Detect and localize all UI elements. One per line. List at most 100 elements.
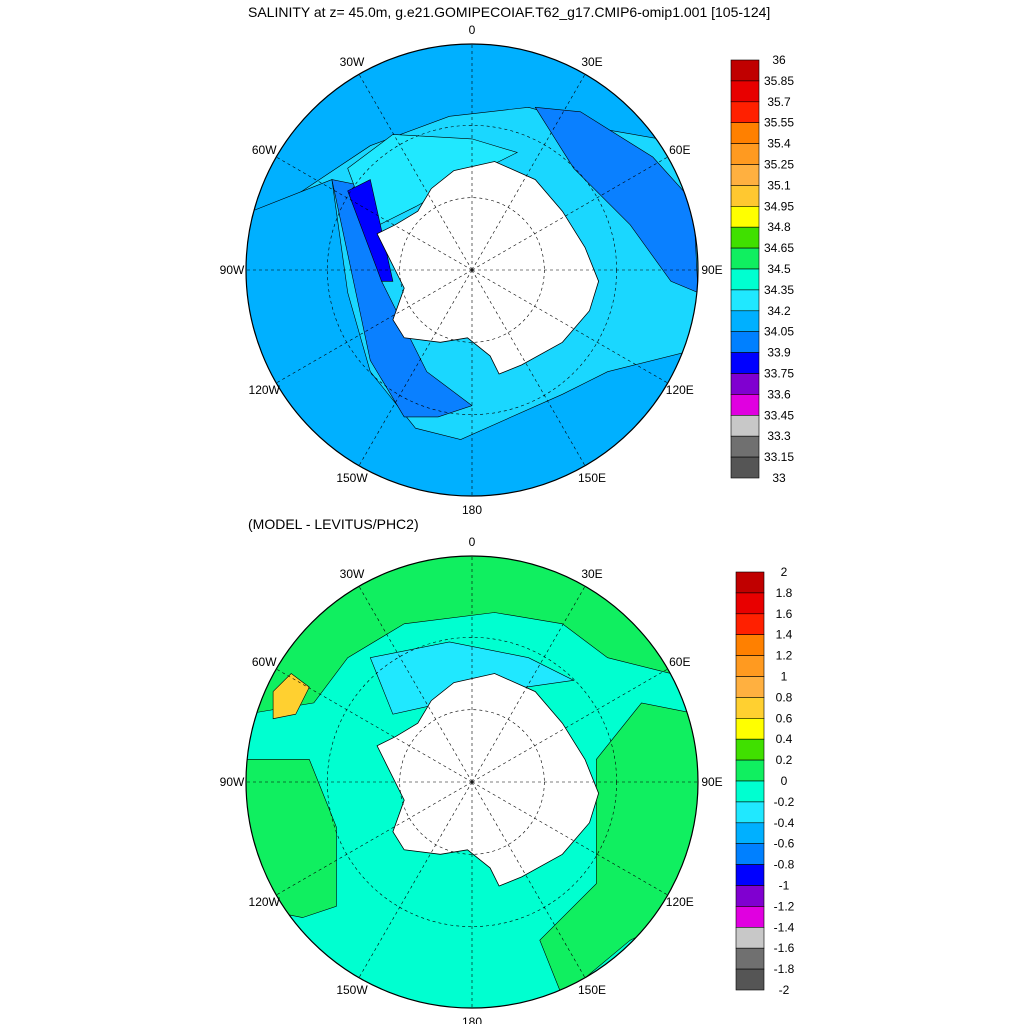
colorbar-swatch — [730, 394, 760, 416]
antarctica-land — [376, 161, 600, 375]
top-field — [246, 44, 698, 496]
meridian-line — [276, 668, 473, 783]
colorbar-label: 33.6 — [767, 387, 791, 401]
top-panel-title: SALINITY at z= 45.0m, g.e21.GOMIPECOIAF.… — [248, 4, 771, 20]
meridian-line — [276, 781, 473, 896]
longitude-label: 60E — [669, 143, 690, 157]
colorbar-swatch — [735, 655, 765, 677]
longitude-label: 120W — [249, 383, 281, 397]
longitude-label: 60W — [252, 655, 277, 669]
colorbar-swatch — [735, 780, 765, 803]
colorbar-label: 0.8 — [776, 690, 793, 704]
colorbar-label: 33.15 — [764, 450, 794, 464]
colorbar-swatch — [735, 634, 765, 656]
colorbar-swatch — [730, 206, 760, 228]
longitude-label: 150E — [578, 471, 606, 485]
colorbar-swatch — [730, 414, 760, 437]
longitude-label: 30W — [340, 567, 365, 581]
meridian-line — [471, 156, 668, 271]
colorbar-label: 0.4 — [776, 732, 793, 746]
colorbar-label: 1.8 — [776, 586, 793, 600]
colorbar-label: -0.6 — [774, 837, 795, 851]
colorbar-swatch — [735, 843, 765, 865]
colorbar-swatch — [730, 226, 760, 249]
map-border — [245, 555, 699, 1009]
colorbar-swatch — [730, 185, 760, 207]
longitude-label: 90E — [701, 775, 722, 789]
bottom-map: 0 30E 60E 90E 120E 150E 180 150W 120W 90W 60W 30W 2 1… — [220, 535, 795, 1024]
colorbar-label: 33 — [772, 471, 786, 485]
colorbar-label: 1.6 — [776, 607, 793, 621]
longitude-label: 180 — [462, 1015, 482, 1024]
longitude-label: 120E — [666, 895, 694, 909]
longitude-label: 90E — [701, 263, 722, 277]
colorbar-swatch — [735, 906, 765, 928]
colorbar-swatch — [730, 268, 760, 291]
colorbar-label: 34.2 — [767, 304, 791, 318]
positive-band-west — [246, 759, 337, 918]
colorbar-swatch — [735, 864, 765, 886]
longitude-label: 30E — [581, 55, 602, 69]
colorbar-label: -0.4 — [774, 816, 795, 830]
colorbar-label: 36 — [772, 53, 786, 67]
top-colorbar: 36 35.85 35.7 35.55 35.4 35.25 35.1 34.95 34.8 34… — [730, 53, 794, 485]
colorbar-label: 35.1 — [767, 178, 791, 192]
colorbar-swatch — [730, 289, 760, 312]
meridian-line — [276, 156, 473, 271]
colorbar-label: 0.2 — [776, 753, 793, 767]
colorbar-label: 2 — [781, 565, 788, 579]
colorbar-label: -0.2 — [774, 795, 795, 809]
colorbar-label: -2 — [779, 983, 790, 997]
meridian-line — [471, 781, 586, 978]
meridian-line — [358, 781, 473, 978]
meridian-line — [471, 586, 586, 783]
colorbar-swatch — [730, 164, 760, 186]
colorbar-label: -1.2 — [774, 899, 795, 913]
top-map: 0 30E 60E 90E 120E 150E 180 150W 120W 90W 60W 30W 36… — [220, 23, 795, 517]
longitude-label: 120W — [249, 895, 281, 909]
colorbar-label: 1 — [781, 670, 788, 684]
longitude-label: 90W — [220, 775, 245, 789]
longitude-label: 30E — [581, 567, 602, 581]
longitude-label: 150E — [578, 983, 606, 997]
colorbar-swatch — [735, 738, 765, 761]
antarctica-land — [376, 673, 600, 887]
longitude-label: 120E — [666, 383, 694, 397]
longitude-label: 150W — [336, 471, 368, 485]
colorbar-label: 33.45 — [764, 408, 794, 422]
colorbar-swatch — [730, 456, 760, 479]
colorbar-label: -1.8 — [774, 962, 795, 976]
colorbar-swatch — [735, 926, 765, 949]
bottom-field — [246, 556, 698, 1008]
longitude-label: 180 — [462, 503, 482, 517]
colorbar-label: 0.6 — [776, 711, 793, 725]
colorbar-label: -1 — [779, 879, 790, 893]
longitude-label: 60E — [669, 655, 690, 669]
colorbar-label: 34.05 — [764, 325, 794, 339]
colorbar-label: 33.75 — [764, 367, 794, 381]
meridian-line — [471, 269, 586, 466]
bottom-panel-title: (MODEL - LEVITUS/PHC2) — [248, 516, 419, 532]
colorbar-swatch — [730, 435, 760, 458]
colorbar-label: 34.8 — [767, 220, 791, 234]
colorbar-swatch — [735, 592, 765, 615]
longitude-label: 0 — [469, 535, 476, 549]
colorbar-label: 34.65 — [764, 241, 794, 255]
colorbar-swatch — [735, 801, 765, 824]
meridian-line — [358, 269, 473, 466]
colorbar-swatch — [735, 947, 765, 970]
colorbar-label: 33.9 — [767, 346, 791, 360]
colorbar-label: 1.4 — [776, 628, 793, 642]
colorbar-swatch — [730, 247, 760, 270]
meridian-line — [471, 74, 586, 271]
colorbar-swatch — [730, 373, 760, 395]
longitude-label: 30W — [340, 55, 365, 69]
colorbar-swatch — [730, 352, 760, 374]
meridian-line — [471, 269, 668, 384]
longitude-label: 0 — [469, 23, 476, 37]
very-fresh-coast — [347, 179, 394, 282]
fresh-band-south — [246, 179, 698, 496]
colorbar-swatch — [735, 968, 765, 991]
meridian-line — [471, 668, 668, 783]
colorbar-swatch — [735, 822, 765, 844]
